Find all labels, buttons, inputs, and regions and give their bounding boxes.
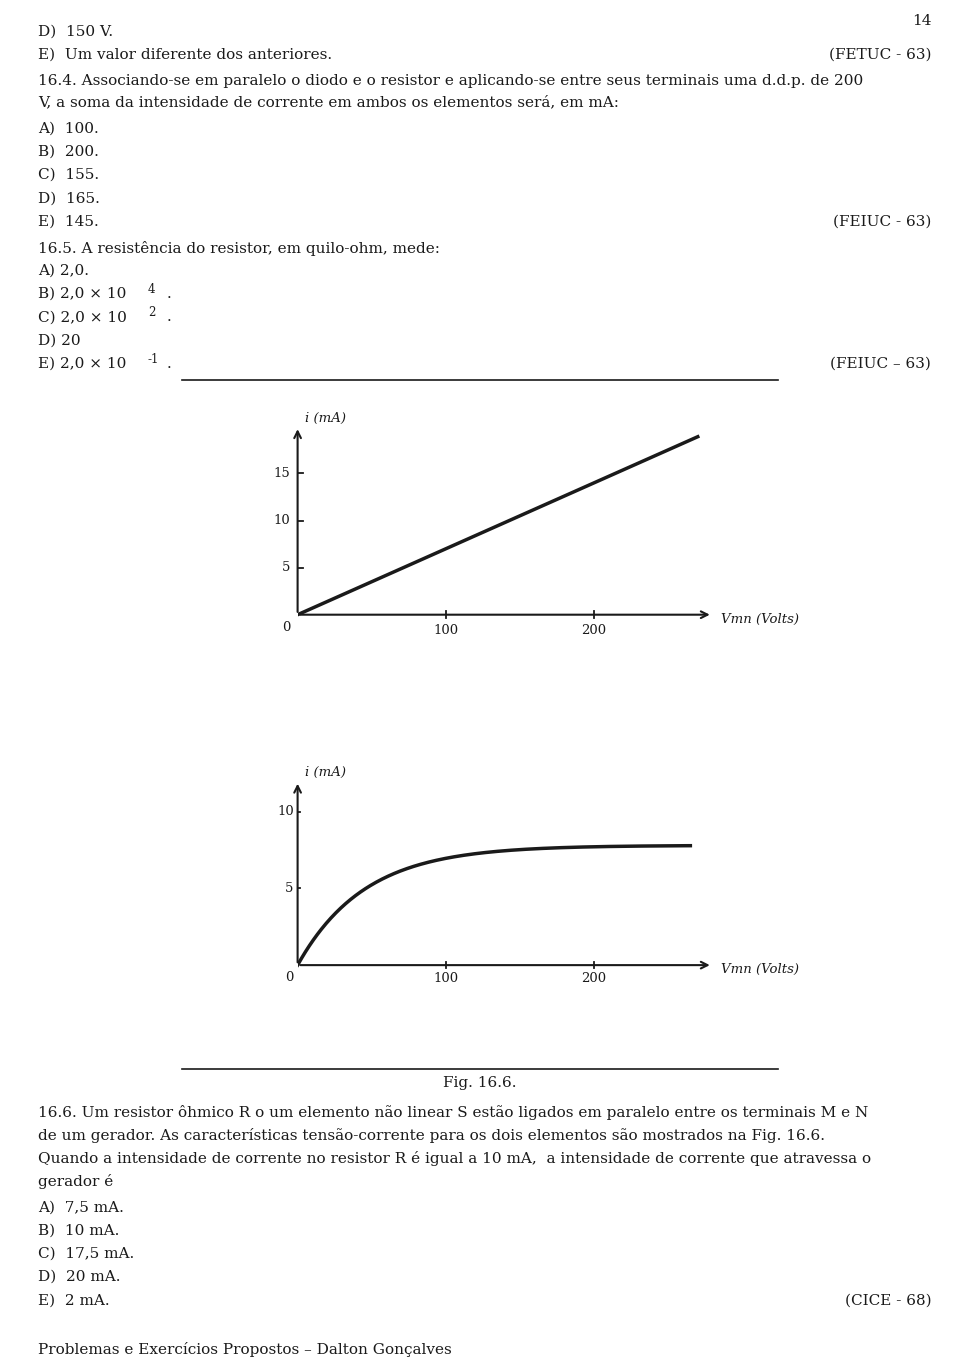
Text: 4: 4: [148, 283, 156, 297]
Text: 5: 5: [285, 882, 294, 895]
Text: 16.4. Associando-se em paralelo o diodo e o resistor e aplicando-se entre seus t: 16.4. Associando-se em paralelo o diodo …: [38, 74, 864, 87]
Text: (FETUC - 63): (FETUC - 63): [828, 48, 931, 62]
Text: 16.5. A resistência do resistor, em quilo-ohm, mede:: 16.5. A resistência do resistor, em quil…: [38, 241, 441, 256]
Text: B)  200.: B) 200.: [38, 145, 99, 159]
Text: B) 2,0 × 10: B) 2,0 × 10: [38, 287, 127, 301]
Text: Vmn (Volts): Vmn (Volts): [722, 612, 800, 626]
Text: 14: 14: [912, 14, 931, 27]
Text: 0: 0: [282, 621, 290, 634]
Text: i (mA): i (mA): [305, 767, 346, 779]
Text: 0: 0: [285, 971, 294, 984]
Text: A)  7,5 mA.: A) 7,5 mA.: [38, 1200, 124, 1214]
Text: A) 2,0.: A) 2,0.: [38, 264, 89, 278]
Text: .: .: [167, 310, 172, 324]
Text: 2: 2: [148, 306, 156, 320]
Text: de um gerador. As características tensão-corrente para os dois elementos são mos: de um gerador. As características tensão…: [38, 1128, 826, 1143]
Text: V, a soma da intensidade de corrente em ambos os elementos será, em mA:: V, a soma da intensidade de corrente em …: [38, 96, 619, 109]
Text: C) 2,0 × 10: C) 2,0 × 10: [38, 310, 128, 324]
Text: C)  155.: C) 155.: [38, 168, 100, 182]
Text: 200: 200: [582, 972, 607, 986]
Text: D) 20: D) 20: [38, 334, 81, 347]
Text: Fig. 16.6.: Fig. 16.6.: [444, 1076, 516, 1089]
Text: E) 2,0 × 10: E) 2,0 × 10: [38, 357, 127, 370]
Text: (CICE - 68): (CICE - 68): [845, 1293, 931, 1307]
Text: .: .: [167, 287, 172, 301]
Text: i (mA): i (mA): [305, 411, 346, 425]
Text: 100: 100: [433, 623, 458, 637]
Text: Problemas e Exercícios Propostos – Dalton Gonçalves: Problemas e Exercícios Propostos – Dalto…: [38, 1342, 452, 1357]
Text: C)  17,5 mA.: C) 17,5 mA.: [38, 1247, 134, 1260]
Text: 10: 10: [277, 805, 294, 817]
Text: 16.6. Um resistor ôhmico R o um elemento não linear S estão ligados em paralelo : 16.6. Um resistor ôhmico R o um elemento…: [38, 1105, 869, 1120]
Text: D)  165.: D) 165.: [38, 191, 100, 205]
Text: E)  2 mA.: E) 2 mA.: [38, 1293, 110, 1307]
Text: 100: 100: [433, 972, 458, 986]
Text: 10: 10: [274, 514, 290, 528]
Text: Quando a intensidade de corrente no resistor R é igual a 10 mA,  a intensidade d: Quando a intensidade de corrente no resi…: [38, 1151, 872, 1166]
Text: B)  10 mA.: B) 10 mA.: [38, 1223, 120, 1237]
Text: .: .: [167, 357, 172, 370]
Text: 5: 5: [282, 560, 290, 574]
Text: A)  100.: A) 100.: [38, 122, 99, 135]
Text: (FEIUC – 63): (FEIUC – 63): [830, 357, 931, 370]
Text: E)  145.: E) 145.: [38, 215, 99, 228]
Text: D)  150 V.: D) 150 V.: [38, 25, 113, 38]
Text: -1: -1: [148, 353, 159, 366]
Text: E)  Um valor diferente dos anteriores.: E) Um valor diferente dos anteriores.: [38, 48, 332, 62]
Text: 15: 15: [274, 468, 290, 480]
Text: D)  20 mA.: D) 20 mA.: [38, 1270, 121, 1284]
Text: 200: 200: [582, 623, 607, 637]
Text: (FEIUC - 63): (FEIUC - 63): [833, 215, 931, 228]
Text: gerador é: gerador é: [38, 1174, 113, 1189]
Text: Vmn (Volts): Vmn (Volts): [722, 964, 800, 976]
